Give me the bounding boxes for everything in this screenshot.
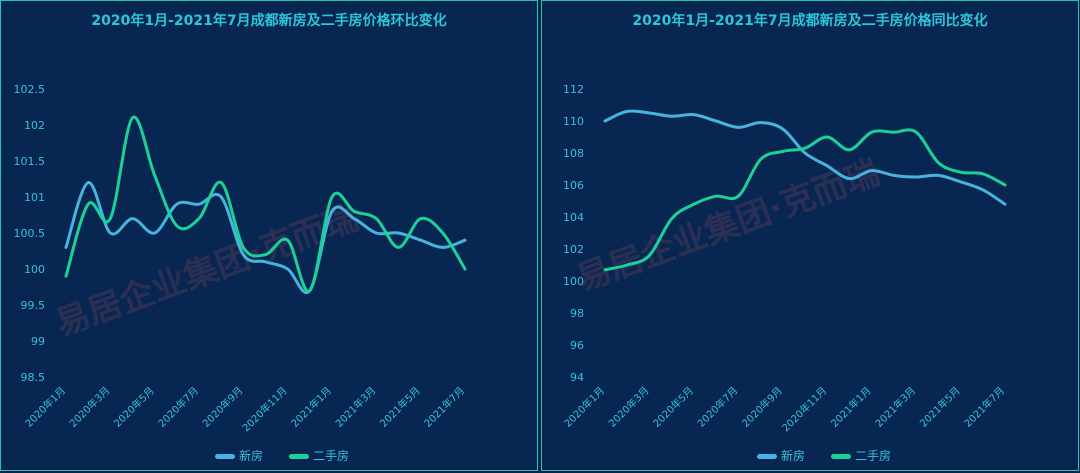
y-tick-label: 100.5	[14, 227, 46, 240]
y-tick-label: 102.5	[14, 83, 46, 96]
chart-title: 2020年1月-2021年7月成都新房及二手房价格环比变化	[91, 12, 446, 29]
x-tick-label: 2020年3月	[67, 384, 113, 430]
x-tick-label: 2020年9月	[739, 384, 785, 430]
x-tick-label: 2020年1月	[561, 384, 607, 430]
y-tick-label: 110	[563, 115, 584, 128]
x-tick-label: 2020年1月	[22, 384, 68, 430]
x-tick-label: 2020年11月	[779, 384, 829, 434]
x-tick-label: 2021年5月	[917, 384, 963, 430]
chart-title: 2020年1月-2021年7月成都新房及二手房价格同比变化	[632, 12, 987, 29]
x-tick-label: 2020年11月	[239, 384, 289, 434]
legend-swatch-new-house	[215, 454, 235, 459]
y-tick-label: 101	[24, 191, 45, 204]
series-line-new-house	[603, 109, 1007, 206]
x-tick-label: 2021年3月	[333, 384, 379, 430]
x-tick-label: 2020年5月	[650, 384, 696, 430]
y-tick-label: 99.5	[21, 299, 46, 312]
x-tick-label: 2021年7月	[421, 384, 467, 430]
x-tick-label: 2021年3月	[872, 384, 918, 430]
chart-mom: 2020年1月-2021年7月成都新房及二手房价格环比变化易居企业集团·克而瑞9…	[14, 12, 468, 463]
y-tick-label: 106	[563, 179, 584, 192]
x-tick-label: 2021年5月	[377, 384, 423, 430]
y-tick-label: 102	[24, 119, 45, 132]
y-tick-label: 100	[563, 275, 584, 288]
y-tick-label: 94	[570, 371, 584, 384]
legend-label: 二手房	[313, 448, 349, 463]
chart-panel-yoy: 2020年1月-2021年7月成都新房及二手房价格同比变化 易居企业集团·克而瑞 9…	[541, 0, 1079, 471]
x-tick-label: 2021年1月	[828, 384, 874, 430]
y-tick-label: 102	[563, 243, 584, 256]
series-line-second-hand	[64, 115, 467, 293]
y-tick-label: 100	[24, 263, 45, 276]
y-tick-label: 101.5	[14, 155, 46, 168]
legend-swatch-new-house	[757, 454, 777, 459]
series-line-second-hand	[603, 128, 1007, 272]
x-tick-label: 2021年7月	[961, 384, 1007, 430]
legend-swatch-second-hand	[289, 454, 309, 459]
chart-yoy: 2020年1月-2021年7月成都新房及二手房价格同比变化易居企业集团·克而瑞9…	[561, 12, 1007, 463]
legend-label: 新房	[781, 448, 805, 463]
chart-panel-mom: 2020年1月-2021年7月成都新房及二手房价格环比变化 易居企业集团·克而瑞 9…	[0, 0, 538, 471]
x-tick-label: 2020年7月	[695, 384, 741, 430]
y-tick-label: 98.5	[21, 371, 46, 384]
x-tick-label: 2020年5月	[111, 384, 157, 430]
legend-swatch-second-hand	[831, 454, 851, 459]
y-tick-label: 96	[570, 339, 584, 352]
y-tick-label: 98	[570, 307, 584, 320]
y-tick-label: 104	[563, 211, 584, 224]
x-tick-label: 2020年7月	[155, 384, 201, 430]
y-tick-label: 112	[563, 83, 584, 96]
legend-label: 二手房	[855, 448, 891, 463]
y-tick-label: 108	[563, 147, 584, 160]
x-tick-label: 2020年3月	[606, 384, 652, 430]
x-tick-label: 2021年1月	[288, 384, 334, 430]
series-line-new-house	[64, 181, 467, 295]
y-tick-label: 99	[31, 335, 45, 348]
legend-label: 新房	[239, 448, 263, 463]
x-tick-label: 2020年9月	[200, 384, 246, 430]
